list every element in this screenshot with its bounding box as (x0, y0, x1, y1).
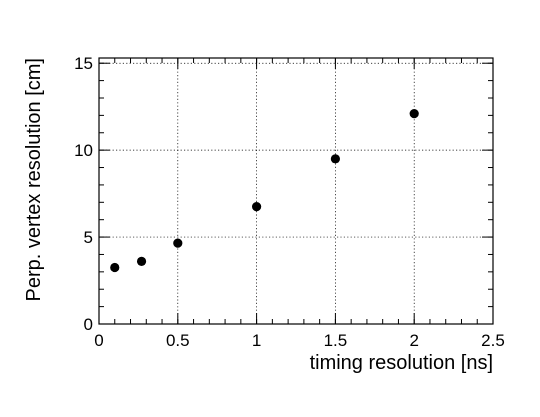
y-tick-labels: 0 5 10 15 (74, 54, 93, 334)
data-point (136, 256, 147, 267)
data-points (110, 109, 419, 273)
y-tick-label: 15 (74, 54, 93, 73)
x-tick-label: 0.5 (166, 331, 190, 350)
axis-ticks (98, 58, 494, 325)
x-tick-label: 1 (252, 331, 261, 350)
data-point (110, 262, 120, 273)
plot-frame (98, 57, 494, 325)
y-tick-label: 0 (84, 315, 93, 334)
x-tick-labels: 0 0.5 1 1.5 2 2.5 (94, 331, 505, 350)
y-tick-label: 10 (74, 141, 93, 160)
x-axis-label: timing resolution [ns] (310, 352, 493, 374)
x-tick-label: 2 (409, 331, 418, 350)
x-tick-label: 2.5 (481, 331, 505, 350)
data-point (409, 109, 419, 119)
data-point (173, 238, 183, 248)
y-tick-label: 5 (84, 228, 93, 247)
data-point (252, 202, 262, 212)
y-axis-label: Perp. vertex resolution [cm] (23, 58, 45, 301)
grid-lines (99, 58, 493, 324)
data-point (330, 154, 340, 164)
x-tick-label: 0 (94, 331, 103, 350)
x-tick-label: 1.5 (324, 331, 348, 350)
